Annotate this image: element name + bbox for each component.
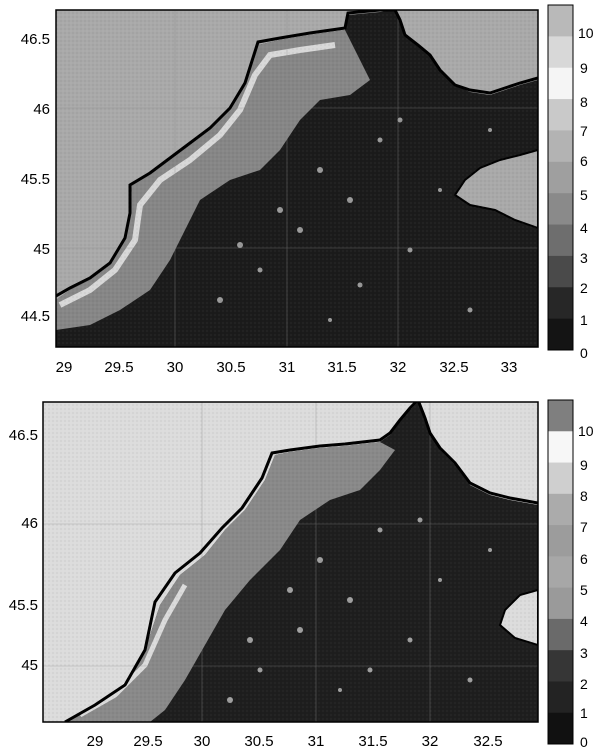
colorbar-segment: [548, 287, 573, 320]
top-lon-tick: 31: [279, 359, 296, 376]
colorbar-segment: [548, 462, 573, 495]
bottom-colorbar-tick: 9: [580, 457, 588, 473]
bottom-colorbar-tick: 2: [580, 676, 588, 692]
bottom-lat-tick: 45: [21, 657, 38, 674]
top-lon-tick: 30.5: [216, 359, 245, 376]
bottom-lon-tick: 29.5: [133, 733, 162, 750]
bottom-lon-tick: 30: [194, 733, 211, 750]
colorbar-segment: [548, 431, 573, 464]
top-lon-tick: 32: [390, 359, 407, 376]
top-colorbar-tick: 8: [580, 94, 588, 110]
top-map-frame: [55, 9, 539, 348]
colorbar-segment: [548, 400, 573, 432]
bottom-map-area: [43, 402, 538, 722]
top-colorbar-tick: 9: [580, 60, 588, 76]
colorbar-segment: [548, 681, 573, 714]
top-colorbar-tick: 1: [580, 312, 588, 328]
bottom-map-frame: [42, 401, 539, 723]
bottom-colorbar-tick: 0: [580, 734, 588, 750]
bottom-lon-tick: 31.5: [358, 733, 387, 750]
bottom-colorbar-tick: 5: [580, 582, 588, 598]
top-lat-tick: 46: [33, 101, 50, 118]
bottom-lon-tick: 29: [87, 733, 104, 750]
bottom-lon-tick: 30.5: [244, 733, 273, 750]
top-map-area: [56, 10, 538, 347]
top-colorbar-labels: 10 9 8 7 6 5 4 3 2 1 0: [578, 25, 594, 361]
top-lat-tick: 45: [33, 241, 50, 258]
bottom-lat-tick: 46.5: [9, 427, 38, 444]
top-lon-tick: 29.5: [104, 359, 133, 376]
colorbar-frame: [547, 4, 574, 351]
top-lon-tick: 30: [167, 359, 184, 376]
top-lat-tick: 45.5: [21, 171, 50, 188]
bottom-colorbar: [547, 399, 574, 745]
top-colorbar-tick: 3: [580, 250, 588, 266]
bottom-lat-axis: 46.5 46 45.5 45: [9, 427, 38, 674]
bottom-graticule: [43, 402, 538, 722]
top-lon-axis: 29 29.5 30 30.5 31 31.5 32 32.5 33: [56, 359, 518, 376]
top-graticule: [56, 10, 538, 347]
bottom-colorbar-tick: 6: [580, 551, 588, 567]
top-colorbar: [547, 4, 574, 351]
colorbar-segment: [548, 161, 573, 194]
bottom-colorbar-tick: 7: [580, 519, 588, 535]
top-lon-tick: 29: [56, 359, 73, 376]
colorbar-segment: [548, 67, 573, 100]
colorbar-segment: [548, 255, 573, 288]
bottom-colorbar-tick: 4: [580, 613, 588, 629]
bottom-colorbar-tick: 8: [580, 488, 588, 504]
bottom-colorbar-tick: 1: [580, 705, 588, 721]
colorbar-segment: [548, 5, 573, 37]
colorbar-segment: [548, 525, 573, 557]
bottom-texture: [43, 402, 538, 722]
colorbar-segment: [548, 618, 573, 651]
top-colorbar-tick: 6: [580, 153, 588, 169]
colorbar-segment: [548, 493, 573, 526]
top-lon-tick: 31.5: [327, 359, 356, 376]
top-colorbar-tick: 4: [580, 220, 588, 236]
bottom-colorbar-labels: 10 9 8 7 6 5 4 3 2 1 0: [578, 423, 594, 750]
colorbar-segment: [548, 36, 573, 69]
top-lat-tick: 44.5: [21, 308, 50, 325]
colorbar-frame: [547, 399, 574, 745]
bottom-lat-tick: 45.5: [9, 597, 38, 614]
top-colorbar-tick: 7: [580, 123, 588, 139]
colorbar-segment: [548, 224, 573, 257]
colorbar-segment: [548, 318, 573, 351]
top-lat-tick: 46.5: [21, 31, 50, 48]
top-lat-axis: 46.5 46 45.5 45 44.5: [21, 31, 50, 325]
top-colorbar-tick: 5: [580, 187, 588, 203]
bottom-colorbar-tick: 10: [578, 423, 594, 439]
bottom-lat-tick: 46: [21, 515, 38, 532]
bottom-lon-tick: 31: [308, 733, 325, 750]
top-colorbar-tick: 10: [578, 25, 594, 41]
top-texture: [56, 10, 538, 347]
top-colorbar-tick: 2: [580, 280, 588, 296]
bottom-lon-tick: 32.5: [473, 733, 502, 750]
top-map-panel: 46.5 46 45.5 45 44.5 29 29.5 30 30.5 31 …: [21, 4, 594, 376]
top-lon-tick: 33: [501, 359, 518, 376]
colorbar-segment: [548, 712, 573, 745]
top-coastline: [56, 10, 538, 298]
colorbar-segment: [548, 99, 573, 131]
top-lon-tick: 32.5: [439, 359, 468, 376]
bottom-map-panel: 46.5 46 45.5 45 29 29.5 30 30.5 31 31.5 …: [9, 399, 594, 750]
colorbar-segment: [548, 556, 573, 589]
bottom-colorbar-tick: 3: [580, 645, 588, 661]
colorbar-segment: [548, 587, 573, 620]
bottom-coastline: [64, 402, 538, 722]
bottom-lon-axis: 29 29.5 30 30.5 31 31.5 32 32.5: [87, 733, 503, 750]
colorbar-segment: [548, 130, 573, 163]
colorbar-segment: [548, 650, 573, 682]
top-colorbar-tick: 0: [580, 345, 588, 361]
colorbar-segment: [548, 193, 573, 226]
bottom-lon-tick: 32: [422, 733, 439, 750]
